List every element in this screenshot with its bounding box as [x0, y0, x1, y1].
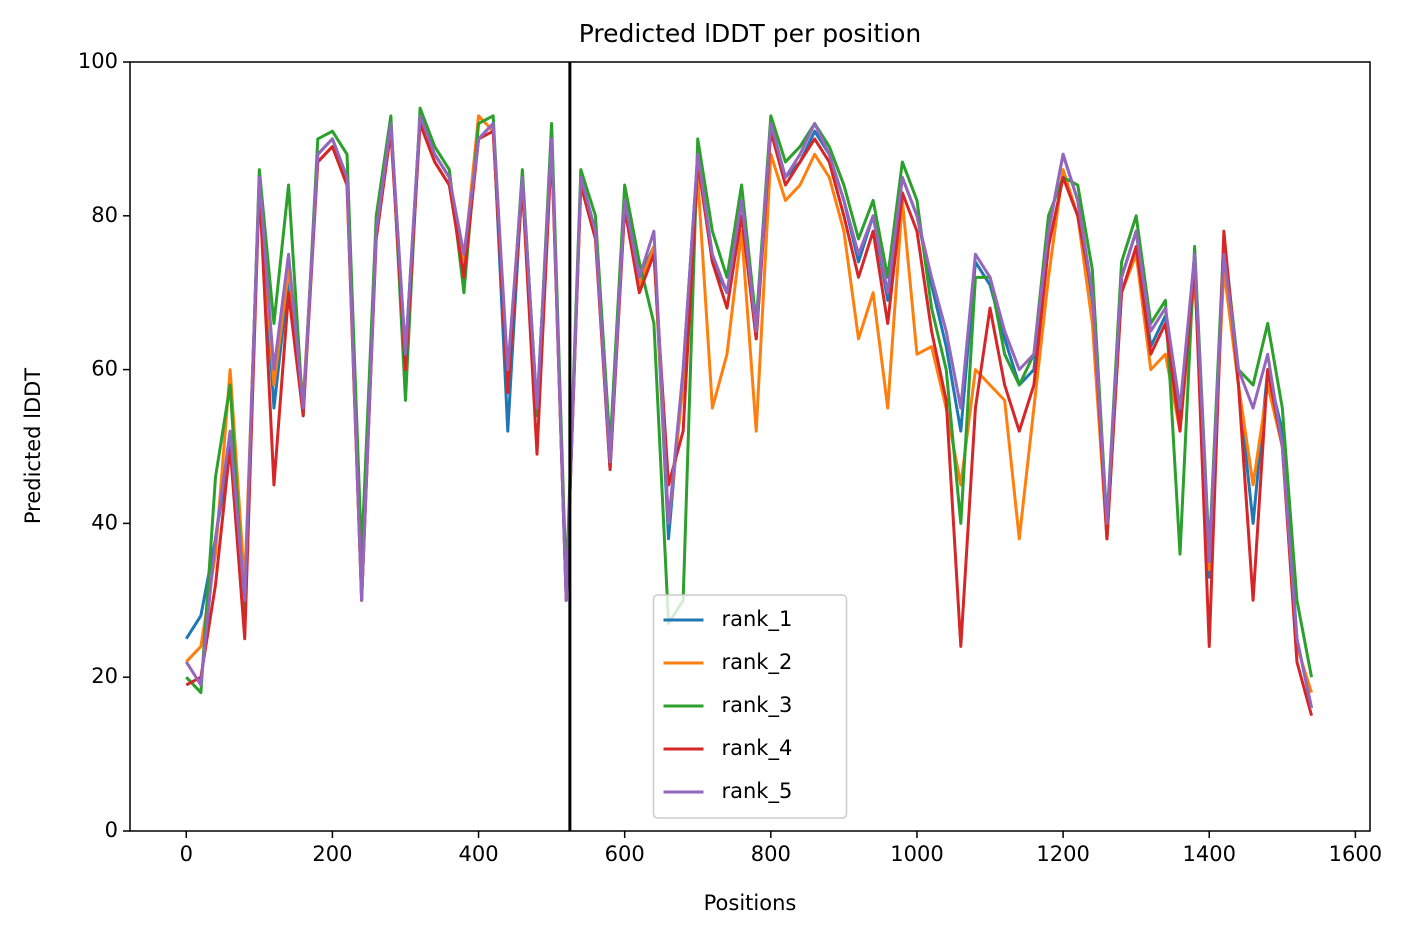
x-tick-label: 200	[312, 842, 352, 866]
x-tick-label: 800	[751, 842, 791, 866]
legend-label: rank_5	[722, 779, 793, 804]
y-tick-label: 60	[91, 357, 118, 381]
series-line	[184, 114, 1314, 709]
legend-label: rank_1	[722, 607, 793, 632]
legend-box	[652, 594, 848, 819]
x-tick-label: 1400	[1183, 842, 1236, 866]
x-tick-label: 1200	[1036, 842, 1089, 866]
x-tick-label: 0	[180, 842, 193, 866]
legend-label: rank_3	[722, 693, 793, 718]
legend-label: rank_2	[722, 650, 793, 675]
legend-label: rank_4	[722, 736, 793, 761]
x-tick-label: 600	[605, 842, 645, 866]
x-tick-label: 1000	[890, 842, 943, 866]
x-axis-label: Positions	[704, 891, 797, 915]
y-tick-label: 0	[105, 818, 118, 842]
y-tick-label: 40	[91, 510, 118, 534]
y-tick-label: 100	[78, 49, 118, 73]
x-tick-label: 1600	[1329, 842, 1382, 866]
y-tick-label: 20	[91, 664, 118, 688]
chart-title: Predicted lDDT per position	[579, 19, 921, 48]
plot-frame	[129, 61, 1371, 832]
x-tick-label: 400	[458, 842, 498, 866]
y-tick-label: 80	[91, 203, 118, 227]
y-axis-label: Predicted lDDT	[21, 368, 45, 524]
